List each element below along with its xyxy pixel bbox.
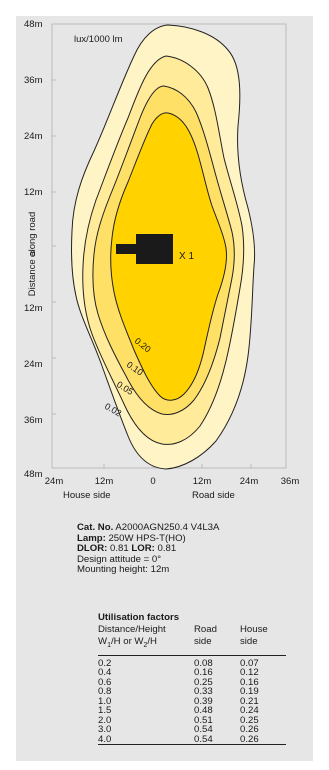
cat-no-line: Cat. No. A2000AGN250.4 V4L3A	[77, 522, 220, 534]
w-sub-2: 2	[143, 641, 148, 649]
utilisation-factors: Utilisation factors Distance/Height Road…	[98, 612, 286, 750]
uf-cell-road: 0.48	[194, 705, 213, 717]
y-tick-label: 0	[30, 249, 35, 260]
uf-cell-house: 0.12	[240, 667, 259, 679]
uf-header-row-1: Distance/Height Road House	[98, 624, 286, 636]
y-tick-label: 36m	[24, 75, 43, 86]
lor-value: 0.81	[154, 543, 177, 555]
luminaire-head	[136, 234, 173, 264]
uf-row: 4.0 0.54 0.26	[98, 735, 286, 745]
cat-no-label: Cat. No.	[77, 522, 114, 533]
w-letter: W	[98, 636, 108, 647]
x-tick-label: 24m	[240, 476, 259, 487]
uf-header-road: Road	[194, 624, 217, 635]
dlor-lor-line: DLOR: 0.81 LOR: 0.81	[77, 543, 219, 555]
uf-cell-road: 0.51	[194, 714, 213, 726]
units-label: lux/1000 lm	[74, 34, 123, 45]
uf-cell-house: 0.25	[240, 714, 259, 726]
uf-cell-road: 0.16	[194, 667, 213, 679]
y-tick-labels: 48m 36m 24m 12m 0 12m 24m 36m 48m	[24, 19, 43, 480]
w-end: /H	[147, 636, 157, 647]
luminaire-arm	[116, 244, 138, 254]
x-tick-label: 0	[150, 476, 155, 487]
uf-cell-dh: 1.5	[98, 705, 112, 717]
uf-cell-house: 0.07	[240, 657, 259, 669]
x-tick-label: 12m	[95, 476, 114, 487]
x-side-right: Road side	[192, 490, 235, 501]
datasheet-panel: X 1 lux/1000 lm 48m 36m 24m 12m 0 12m 24…	[16, 16, 313, 761]
uf-cell-road: 0.25	[194, 676, 213, 688]
y-tick-label: 36m	[24, 415, 43, 426]
mounting-height: Mounting height: 12m	[77, 564, 170, 576]
design-attitude: Design attitude = 0°	[77, 553, 162, 565]
uf-header-road-side: side	[194, 636, 212, 647]
uf-cell-road: 0.08	[194, 657, 213, 669]
y-tick-label: 48m	[24, 19, 43, 30]
x-tick-label: 24m	[45, 476, 64, 487]
y-tick-label: 24m	[24, 359, 43, 370]
uf-header-row-2: W1/H or W2/H side side	[98, 636, 286, 652]
uf-header-dh: Distance/Height	[98, 624, 166, 635]
lamp-value: 250W HPS-T(HO)	[105, 532, 186, 544]
uf-row: 0.2 0.08 0.07	[98, 655, 286, 669]
uf-row: 0.8 0.33 0.19	[98, 687, 286, 697]
y-tick-label: 12m	[24, 303, 43, 314]
y-tick-label: 48m	[24, 469, 43, 480]
dlor-label: DLOR:	[77, 543, 108, 555]
uf-cell-road: 0.33	[194, 686, 213, 698]
luminaire-marker: X 1	[179, 251, 194, 262]
uf-header-divider	[98, 651, 286, 656]
uf-table: Distance/Height Road House W1/H or W2/H …	[98, 624, 286, 750]
x-tick-labels: 24m 12m 0 12m 24m 36m	[45, 476, 300, 487]
uf-row: 3.0 0.54 0.26	[98, 725, 286, 735]
uf-cell-dh: 0.4	[98, 667, 112, 679]
x-tick-label: 12m	[193, 476, 212, 487]
uf-row: 0.6 0.25 0.16	[98, 678, 286, 688]
lamp-label: Lamp:	[77, 532, 106, 544]
uf-footer-divider	[98, 744, 286, 750]
x-tick-label: 36m	[281, 476, 300, 487]
uf-header-house: House	[240, 624, 268, 635]
y-tick-label: 24m	[24, 131, 43, 142]
w-sub-1: 1	[107, 641, 111, 649]
uf-cell-dh: 2.0	[98, 714, 112, 726]
uf-cell-house: 0.26	[240, 724, 259, 736]
uf-cell-house: 0.19	[240, 686, 259, 698]
y-tick-label: 12m	[24, 187, 43, 198]
cat-no-value: A2000AGN250.4 V4L3A	[113, 522, 220, 533]
lamp-line: Lamp: 250W HPS-T(HO)	[77, 532, 219, 545]
uf-cell-dh: 4.0	[98, 733, 112, 745]
uf-cell-road: 0.54	[194, 733, 213, 745]
uf-cell-dh: 0.8	[98, 686, 112, 698]
uf-cell-dh: 0.2	[98, 657, 112, 669]
uf-cell-dh: 0.6	[98, 676, 112, 688]
isolux-diagram: X 1 lux/1000 lm 48m 36m 24m 12m 0 12m 24…	[24, 19, 300, 501]
uf-cell-house: 0.24	[240, 705, 259, 717]
uf-header-house-side: side	[240, 636, 258, 647]
uf-row: 0.4 0.16 0.12	[98, 668, 286, 678]
uf-header-w-ratio: W1/H or W2/H	[98, 636, 194, 652]
uf-cell-road: 0.39	[194, 695, 213, 707]
w-mid: /H or W	[110, 636, 144, 647]
lor-label: LOR:	[131, 543, 155, 555]
uf-row: 1.5 0.48 0.24	[98, 706, 286, 716]
uf-cell-dh: 3.0	[98, 724, 112, 736]
uf-cell-road: 0.54	[194, 724, 213, 736]
x-side-left: House side	[63, 490, 111, 501]
uf-cell-dh: 1.0	[98, 695, 112, 707]
uf-cell-house: 0.16	[240, 676, 259, 688]
uf-row: 1.0 0.39 0.21	[98, 697, 286, 707]
uf-title: Utilisation factors	[98, 612, 180, 623]
luminaire-info: Cat. No. A2000AGN250.4 V4L3A Lamp: 250W …	[77, 522, 220, 576]
uf-row: 2.0 0.51 0.25	[98, 716, 286, 726]
dlor-value: 0.81	[107, 543, 132, 555]
uf-cell-house: 0.21	[240, 695, 259, 707]
y-axis-title: Distance along road	[27, 212, 38, 297]
uf-cell-house: 0.26	[240, 733, 259, 745]
